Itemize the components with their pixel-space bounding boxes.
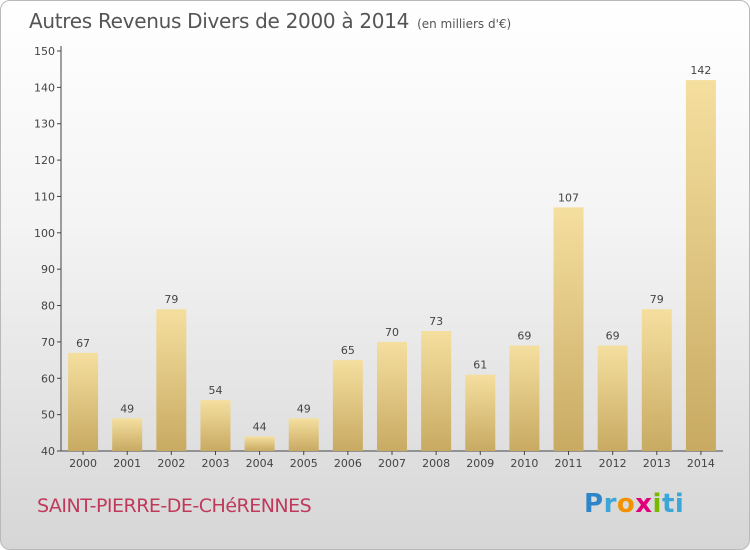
x-tick-label: 2014 xyxy=(687,457,715,470)
bar-value-label: 69 xyxy=(606,330,620,343)
bar-value-label: 67 xyxy=(76,337,90,350)
x-tick-label: 2010 xyxy=(510,457,538,470)
bar xyxy=(509,345,540,451)
bar xyxy=(641,309,672,451)
bar-value-label: 44 xyxy=(253,420,267,433)
x-tick-label: 2012 xyxy=(599,457,627,470)
y-tick-label: 120 xyxy=(34,154,55,167)
bar xyxy=(685,80,716,451)
bar-value-label: 49 xyxy=(297,402,311,415)
bar xyxy=(465,374,496,451)
y-tick-label: 60 xyxy=(41,372,55,385)
y-tick-label: 140 xyxy=(34,81,55,94)
chart-title: Autres Revenus Divers de 2000 à 2014 (en … xyxy=(29,9,511,33)
bar-value-label: 49 xyxy=(120,402,134,415)
y-tick-label: 110 xyxy=(34,190,55,203)
proxiti-logo: Proxiti xyxy=(584,489,684,519)
y-tick-label: 100 xyxy=(34,227,55,240)
x-tick-label: 2007 xyxy=(378,457,406,470)
bar xyxy=(288,418,319,451)
bar xyxy=(156,309,187,451)
bar xyxy=(244,436,275,451)
logo-letter: x xyxy=(635,489,653,519)
bar-value-label: 79 xyxy=(164,293,178,306)
y-tick-label: 40 xyxy=(41,445,55,458)
commune-name: SAINT-PIERRE-DE-CHéRENNES xyxy=(37,495,312,517)
y-tick-label: 50 xyxy=(41,409,55,422)
x-tick-label: 2011 xyxy=(555,457,583,470)
bar xyxy=(553,207,584,451)
bar-value-label: 142 xyxy=(690,64,711,77)
logo-letter: r xyxy=(603,489,617,519)
y-tick-label: 80 xyxy=(41,300,55,313)
x-tick-label: 2005 xyxy=(290,457,318,470)
bar-value-label: 73 xyxy=(429,315,443,328)
bar-value-label: 70 xyxy=(385,326,399,339)
x-tick-label: 2002 xyxy=(157,457,185,470)
bar xyxy=(112,418,143,451)
logo-letter: ti xyxy=(661,489,685,519)
bar xyxy=(68,352,99,451)
logo-letter: i xyxy=(652,489,662,519)
bar-value-label: 65 xyxy=(341,344,355,357)
x-tick-label: 2003 xyxy=(201,457,229,470)
y-tick-label: 150 xyxy=(34,45,55,58)
logo-letter: o xyxy=(616,489,636,519)
x-tick-label: 2001 xyxy=(113,457,141,470)
bar-value-label: 61 xyxy=(473,359,487,372)
logo-letter: P xyxy=(584,489,604,519)
bar-value-label: 79 xyxy=(650,293,664,306)
x-tick-label: 2009 xyxy=(466,457,494,470)
bar xyxy=(421,331,452,451)
chart-unit-text: (en milliers d'€) xyxy=(417,17,512,31)
bar xyxy=(377,341,407,451)
bar xyxy=(332,360,363,451)
bar xyxy=(597,345,628,451)
x-tick-label: 2008 xyxy=(422,457,450,470)
x-tick-label: 2004 xyxy=(246,457,274,470)
bar-value-label: 54 xyxy=(208,384,222,397)
x-tick-label: 2006 xyxy=(334,457,362,470)
bar-value-label: 69 xyxy=(517,330,531,343)
bar-value-label: 107 xyxy=(558,191,579,204)
y-tick-label: 90 xyxy=(41,263,55,276)
bar xyxy=(200,400,231,451)
x-tick-label: 2000 xyxy=(69,457,97,470)
y-tick-label: 130 xyxy=(34,118,55,131)
chart-title-text: Autres Revenus Divers de 2000 à 2014 xyxy=(29,9,410,33)
y-tick-label: 70 xyxy=(41,336,55,349)
x-tick-label: 2013 xyxy=(643,457,671,470)
